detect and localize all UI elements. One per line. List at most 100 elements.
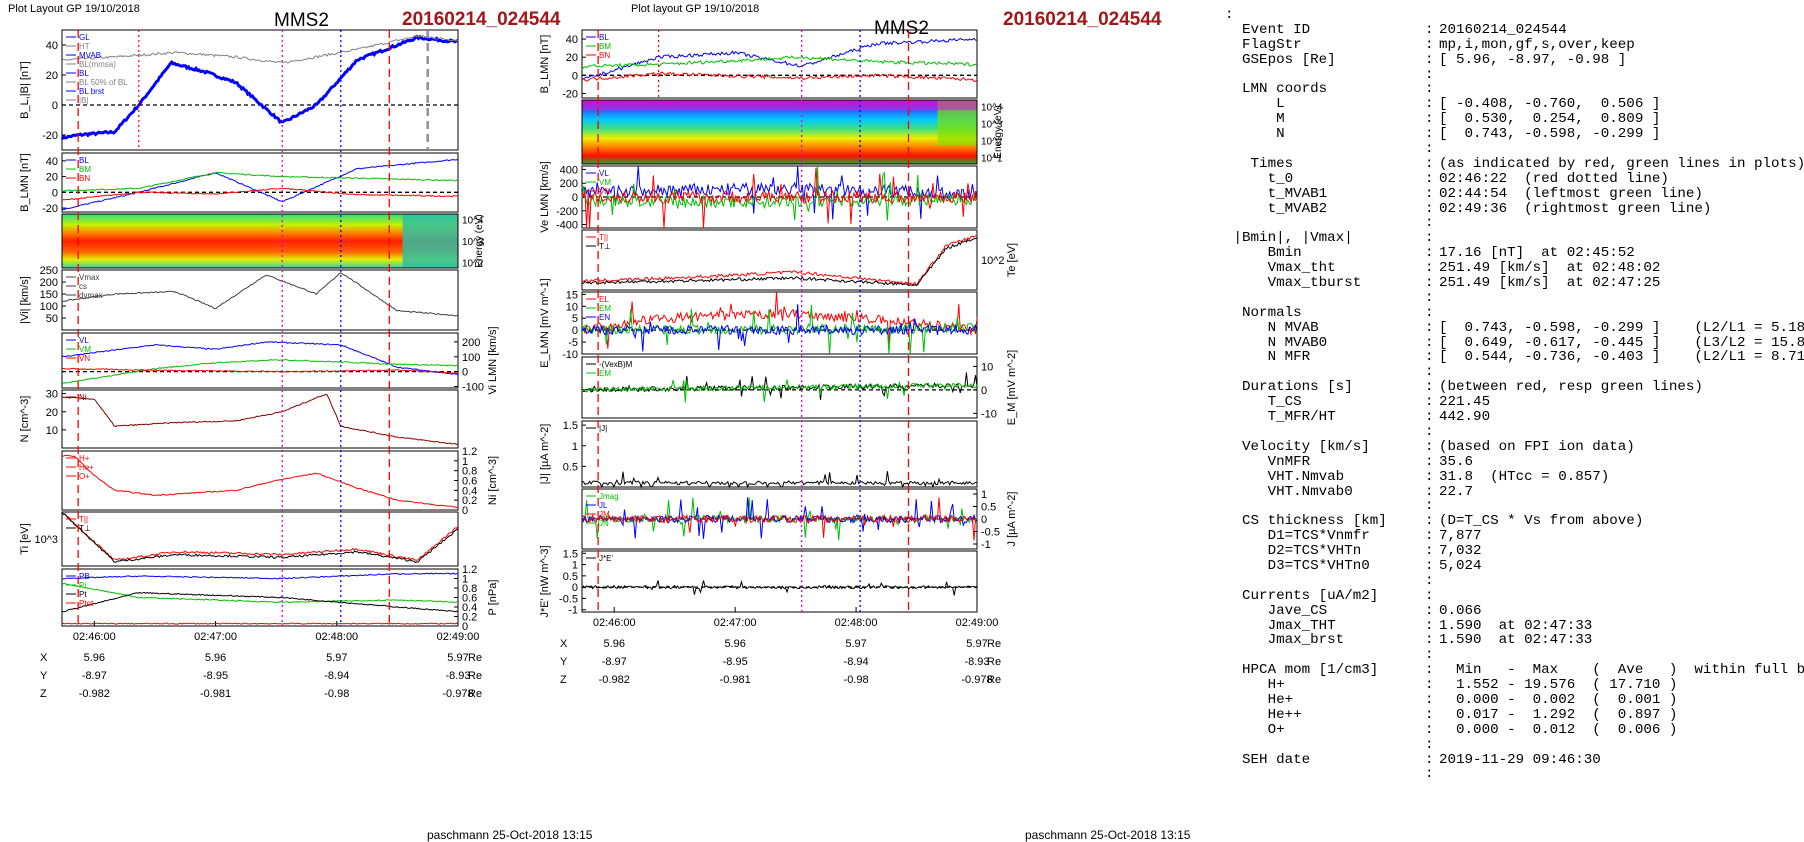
stat-row: GSEpos [Re]: [ 5.96, -8.97, -0.98 ] bbox=[1225, 52, 1795, 68]
stat-key: D2=TCS*VHTn bbox=[1225, 543, 1362, 560]
legend-label: Ptot bbox=[79, 599, 94, 608]
stat-row: Currents [uA/m2]: bbox=[1225, 588, 1795, 604]
tick-label: 10^3 bbox=[34, 534, 58, 546]
axis-label: P [nPa] bbox=[487, 580, 499, 616]
tick-label: 20 bbox=[46, 407, 58, 419]
stat-value: 7,877 bbox=[1439, 528, 1482, 545]
position-value: -8.97 bbox=[82, 670, 107, 682]
legend-label: VN bbox=[79, 354, 90, 363]
tick-label: 0.4 bbox=[462, 485, 477, 497]
left-footer: paschmann 25-Oct-2018 13:15 bbox=[427, 828, 593, 842]
stat-key: Times bbox=[1225, 155, 1294, 172]
tick-label: 10 bbox=[566, 301, 578, 313]
stat-row: D3=TCS*VHTn0:5,024 bbox=[1225, 559, 1795, 574]
tick-label: 20 bbox=[46, 70, 58, 82]
stat-key: Velocity [km/s] bbox=[1225, 438, 1370, 455]
stat-separator: : bbox=[1425, 766, 1434, 783]
series-line bbox=[581, 37, 978, 80]
stat-value: 02:44:54 (leftmost green line) bbox=[1439, 185, 1703, 202]
position-value: -0.978 bbox=[961, 674, 992, 686]
stat-separator: : bbox=[1425, 334, 1434, 351]
series-line bbox=[581, 71, 978, 82]
position-value: -8.93 bbox=[964, 656, 989, 668]
position-unit: Re bbox=[468, 670, 482, 682]
stat-key: Jave_CS bbox=[1225, 602, 1328, 619]
stat-value: (D=T_CS * Vs from above) bbox=[1439, 513, 1644, 530]
stat-row: Event ID:20160214_024544 bbox=[1225, 21, 1795, 38]
stat-row: : bbox=[1225, 767, 1795, 782]
panel-frame bbox=[581, 420, 978, 488]
stat-separator: : bbox=[1425, 260, 1434, 277]
time-tick-label: 02:48:00 bbox=[835, 617, 878, 629]
stat-value: 0.066 bbox=[1439, 602, 1482, 619]
stat-key: O+ bbox=[1225, 721, 1285, 738]
series-line bbox=[61, 358, 459, 385]
stat-key: N MVAB bbox=[1225, 319, 1319, 336]
stat-row: LMN coords: bbox=[1225, 82, 1795, 97]
tick-label: 0 bbox=[462, 505, 468, 517]
axis-label: Vi LMN [km/s] bbox=[487, 326, 499, 394]
stat-key: N MVAB0 bbox=[1225, 334, 1328, 351]
tick-label: -20 bbox=[42, 203, 58, 215]
stat-value: 251.49 [km/s] at 02:47:25 bbox=[1439, 275, 1661, 292]
stat-value: 22.7 bbox=[1439, 483, 1474, 500]
series-line bbox=[61, 512, 459, 561]
position-value: -8.95 bbox=[203, 670, 228, 682]
axis-label: |Vi| [km/s] bbox=[19, 276, 31, 324]
stat-key: Event ID bbox=[1225, 21, 1311, 38]
series-line bbox=[61, 341, 459, 376]
series-line bbox=[581, 55, 978, 69]
tick-label: -1 bbox=[568, 605, 578, 617]
stat-row: H+: 1.552 - 19.576 ( 17.710 ) bbox=[1225, 678, 1795, 693]
stat-separator: : bbox=[1425, 81, 1434, 98]
stat-row: D2=TCS*VHTn:7,032 bbox=[1225, 544, 1795, 559]
legend-label: J*E' bbox=[599, 554, 613, 563]
panel-frame bbox=[581, 356, 978, 419]
stat-row: N: [ 0.743, -0.598, -0.299 ] bbox=[1225, 127, 1795, 142]
position-row-label: X bbox=[560, 638, 568, 650]
tick-label: 10^4 bbox=[981, 102, 1003, 113]
legend-label: T|| bbox=[599, 233, 608, 242]
legend-label: JL bbox=[599, 501, 608, 510]
tick-label: 1 bbox=[462, 574, 468, 586]
tick-label: 400 bbox=[560, 164, 578, 176]
legend-label: BL bbox=[599, 33, 609, 42]
stat-value: Min - Max ( Ave ) within full brst int bbox=[1456, 662, 1804, 679]
legend-label: |J| bbox=[599, 424, 607, 433]
tick-label: -5 bbox=[568, 337, 578, 349]
tick-label: 1.5 bbox=[563, 548, 578, 560]
tick-label: 10^4 bbox=[462, 215, 484, 226]
stat-row: HPCA mom [1/cm3]: Min - Max ( Ave ) with… bbox=[1225, 663, 1804, 678]
stat-row: Jmax_brst:1.590 at 02:47:33 bbox=[1225, 633, 1795, 648]
stat-value: 31.8 (HTcc = 0.857) bbox=[1439, 468, 1610, 485]
legend-label: Pt bbox=[79, 590, 87, 599]
stat-separator: : bbox=[1425, 379, 1434, 396]
legend-label: Ni bbox=[79, 393, 87, 402]
stat-separator: : bbox=[1425, 468, 1434, 485]
stat-separator: : bbox=[1425, 364, 1434, 381]
stat-separator: : bbox=[1425, 617, 1434, 634]
axis-label: Ti [eV] bbox=[19, 523, 31, 554]
stat-value: 17.16 [nT] at 02:45:52 bbox=[1439, 245, 1635, 262]
stat-separator: : bbox=[1425, 111, 1434, 128]
legend-label: VL bbox=[599, 169, 609, 178]
series-line bbox=[61, 622, 459, 625]
legend-label: EM bbox=[599, 304, 611, 313]
legend-label: EL bbox=[599, 295, 609, 304]
stat-value: 251.49 [km/s] at 02:48:02 bbox=[1439, 260, 1661, 277]
tick-label: 10^2 bbox=[981, 137, 1003, 148]
stat-key: T_MFR/HT bbox=[1225, 409, 1336, 426]
stat-key: |Bmin|, |Vmax| bbox=[1225, 230, 1353, 247]
series-line bbox=[581, 237, 978, 287]
left-spacecraft-title: MMS2 bbox=[274, 10, 329, 31]
tick-label: 40 bbox=[566, 34, 578, 46]
position-value: -8.94 bbox=[844, 656, 869, 668]
axis-label: |J| [µA m^-2] bbox=[539, 424, 551, 485]
legend-label: JM bbox=[599, 510, 610, 519]
tick-label: 100 bbox=[462, 352, 480, 364]
legend-label: BN bbox=[79, 174, 90, 183]
stat-row: t_MVAB2:02:49:36 (rightmost green line) bbox=[1225, 201, 1795, 217]
stat-row: |Bmin|, |Vmax|: bbox=[1225, 231, 1795, 246]
position-value: 5.96 bbox=[84, 652, 105, 664]
stat-value: 442.90 bbox=[1439, 409, 1491, 426]
